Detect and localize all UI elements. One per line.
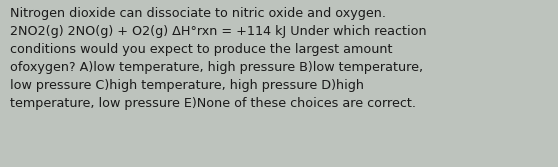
Text: Nitrogen dioxide can dissociate to nitric oxide and oxygen.
2NO2(g) 2NO(g) + O2(: Nitrogen dioxide can dissociate to nitri… [10,7,427,110]
